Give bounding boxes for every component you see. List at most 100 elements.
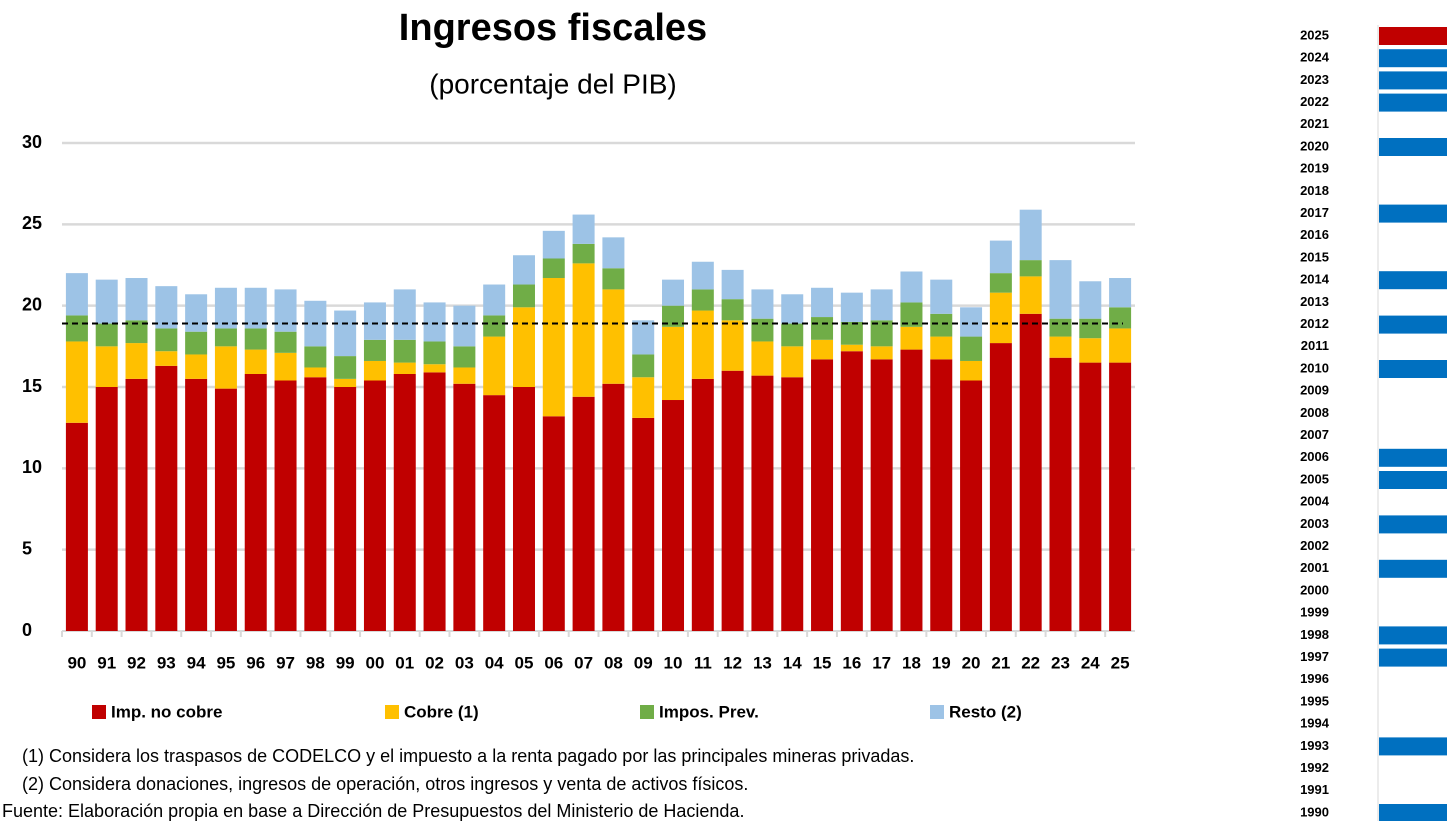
year-slicer-bar[interactable]: [1379, 138, 1447, 156]
x-tick-label: 06: [544, 653, 563, 672]
bar-segment: [125, 278, 148, 321]
bar-segment: [781, 323, 804, 347]
x-tick-label: 18: [902, 653, 921, 672]
bar-segment: [811, 359, 834, 631]
year-label: 1998: [1300, 627, 1329, 642]
bar-segment: [989, 292, 1012, 344]
bar-segment: [870, 359, 893, 631]
bar-segment: [244, 287, 267, 329]
bar-segment: [900, 302, 923, 327]
year-label: 2009: [1300, 383, 1329, 398]
bar-segment: [304, 367, 327, 378]
year-label: 2011: [1301, 338, 1329, 353]
x-tick-label: 25: [1111, 653, 1130, 672]
bar-segment: [95, 346, 118, 387]
bar-segment: [930, 313, 953, 337]
year-label: 1996: [1300, 671, 1329, 686]
bar-segment: [691, 310, 714, 379]
year-slicer-bar[interactable]: [1379, 49, 1447, 68]
bar-segment: [989, 240, 1012, 274]
year-slicer-bar[interactable]: [1379, 27, 1447, 45]
year-label: 2013: [1300, 294, 1329, 309]
bar-segment: [989, 273, 1012, 293]
year-label: 1991: [1300, 782, 1329, 797]
bar-segment: [572, 214, 595, 244]
bar-segment: [423, 302, 446, 342]
legend-label: Impos. Prev.: [659, 702, 759, 721]
bar-segment: [423, 364, 446, 373]
year-label: 2006: [1300, 449, 1329, 464]
year-label: 2022: [1300, 94, 1329, 109]
bar-segment: [244, 373, 267, 631]
bar-segment: [363, 380, 386, 631]
legend-swatch: [930, 705, 944, 719]
year-label: 2023: [1300, 72, 1329, 87]
bar-segment: [483, 395, 506, 631]
year-slicer-bar[interactable]: [1379, 648, 1447, 667]
year-slicer-bar[interactable]: [1379, 737, 1447, 756]
bar-segment: [393, 289, 416, 340]
bar-segment: [453, 367, 476, 384]
x-tick-label: 20: [962, 653, 981, 672]
y-tick-label: 30: [22, 132, 42, 152]
year-slicer-bar[interactable]: [1379, 71, 1447, 90]
year-slicer-bar[interactable]: [1379, 93, 1447, 112]
y-tick-label: 10: [22, 457, 42, 477]
year-slicer-bar[interactable]: [1379, 471, 1447, 489]
bar-segment: [483, 284, 506, 316]
x-tick-label: 17: [872, 653, 891, 672]
year-slicer-bar[interactable]: [1379, 204, 1447, 223]
bar-segment: [811, 317, 834, 340]
year-label: 2007: [1300, 427, 1329, 442]
bar-segment: [423, 341, 446, 365]
bar-segment: [751, 341, 774, 376]
chart-title: Ingresos fiscales: [399, 7, 707, 49]
bar-segment: [602, 268, 625, 290]
footnote: (1) Considera los traspasos de CODELCO y…: [22, 746, 914, 766]
bar-segment: [244, 349, 267, 374]
year-slicer-bar[interactable]: [1379, 315, 1447, 334]
bar-segment: [989, 343, 1012, 631]
year-label: 1992: [1300, 760, 1329, 775]
bar-segment: [1019, 260, 1042, 277]
year-slicer-bar[interactable]: [1379, 360, 1447, 378]
year-label: 2025: [1300, 27, 1329, 42]
year-label: 2020: [1300, 138, 1329, 153]
bar-segment: [721, 269, 744, 300]
bar-segment: [512, 387, 535, 631]
bar-segment: [1079, 338, 1102, 363]
bar-segment: [811, 287, 834, 318]
bar-segment: [483, 336, 506, 396]
bar-segment: [423, 372, 446, 631]
bar-segment: [721, 299, 744, 321]
year-slicer-bar[interactable]: [1379, 448, 1447, 467]
bar-segment: [453, 383, 476, 631]
x-tick-label: 22: [1021, 653, 1040, 672]
bar-segment: [393, 373, 416, 631]
bar-segment: [334, 387, 357, 631]
bar-segment: [960, 307, 983, 337]
bar-segment: [244, 328, 267, 350]
year-slicer-bar[interactable]: [1379, 626, 1447, 645]
bar-segment: [930, 279, 953, 314]
x-tick-label: 16: [842, 653, 861, 672]
bar-segment: [1109, 307, 1132, 329]
bar-segment: [542, 258, 565, 279]
bar-segment: [155, 286, 178, 329]
bar-segment: [632, 417, 655, 631]
bar-segment: [751, 318, 774, 342]
bar-segment: [1109, 362, 1132, 631]
x-tick-label: 04: [485, 653, 504, 672]
year-label: 2000: [1300, 582, 1329, 597]
year-slicer-bar[interactable]: [1379, 271, 1447, 290]
x-tick-label: 94: [187, 653, 206, 672]
year-slicer-bar[interactable]: [1379, 804, 1447, 821]
bar-segment: [1049, 336, 1072, 358]
bar-segment: [602, 237, 625, 269]
year-slicer-bar[interactable]: [1379, 559, 1447, 578]
legend-label: Cobre (1): [404, 702, 479, 721]
year-slicer-bar[interactable]: [1379, 515, 1447, 534]
bar-segment: [95, 323, 118, 347]
x-tick-label: 19: [932, 653, 951, 672]
bar-segment: [840, 344, 863, 352]
